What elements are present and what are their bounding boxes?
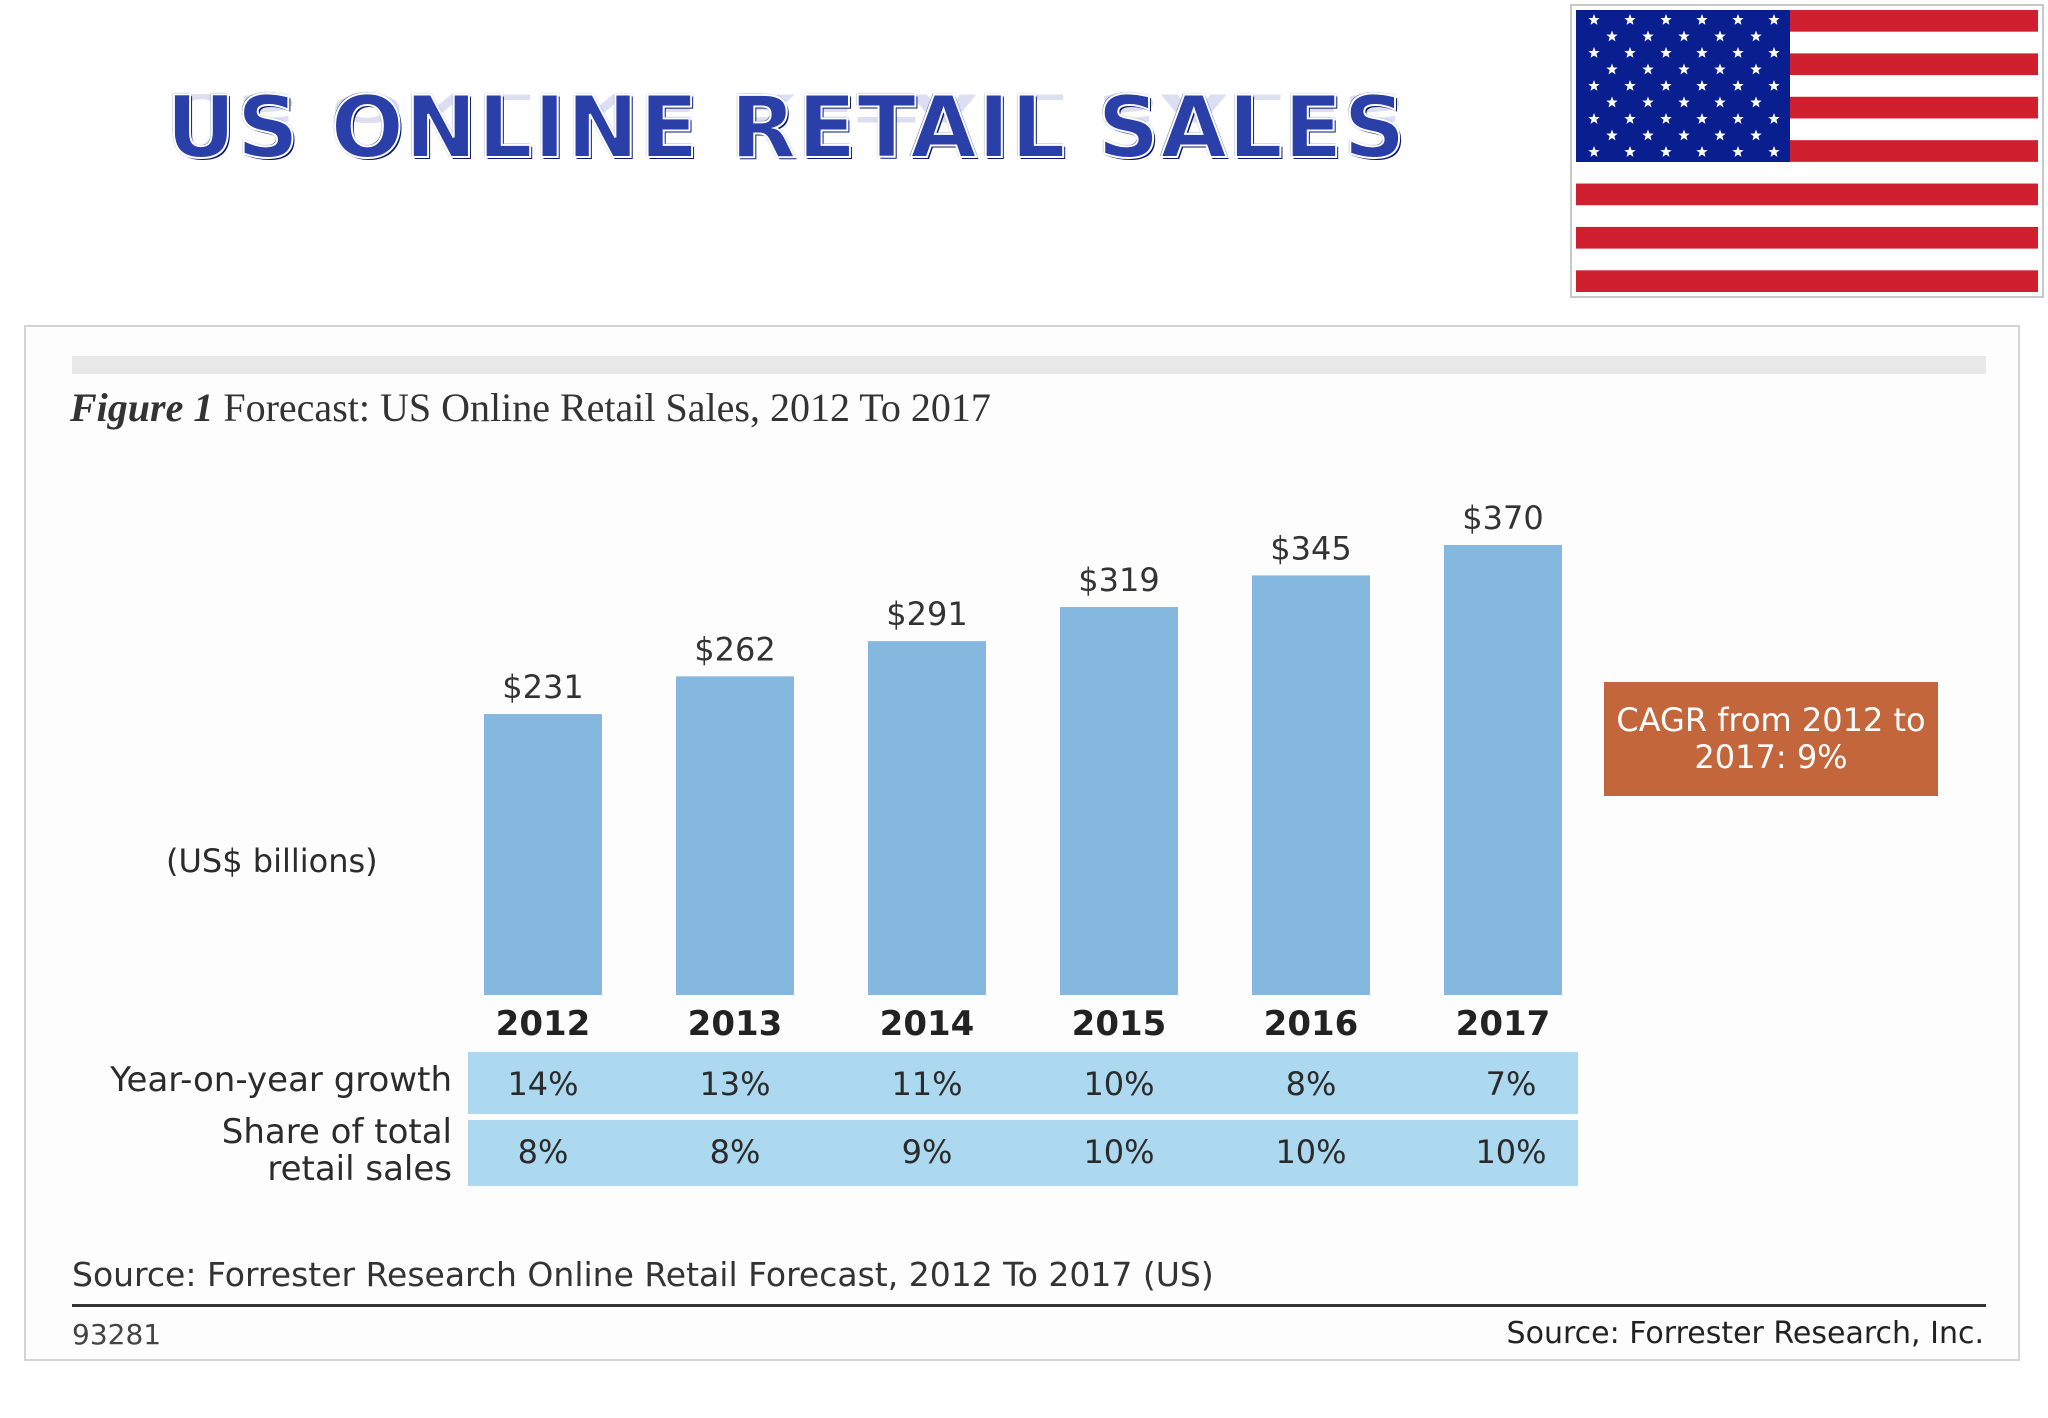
source-credit: Source: Forrester Research, Inc. [1506,1316,1984,1351]
table-cell-share-2013: 8% [710,1133,761,1171]
cagr-callout: CAGR from 2012 to 2017: 9% [1604,682,1938,796]
value-label-2012: $231 [502,668,583,706]
row-header-share-line-1: Share of total [221,1112,452,1152]
table-cell-growth-2014: 11% [891,1065,962,1103]
source-note: Source: Forrester Research Online Retail… [72,1255,1214,1294]
bar-2015 [1060,607,1178,995]
figure-id: 93281 [72,1318,162,1351]
bar-2014 [868,641,986,995]
table-cell-share-2015: 10% [1083,1133,1154,1171]
table-row-band-1 [468,1052,1578,1114]
bar-2013 [676,676,794,995]
figure-bottom-rule [72,1304,1986,1307]
value-label-2017: $370 [1462,499,1543,537]
x-tick-label-2017: 2017 [1456,1004,1551,1044]
table-cell-share-2017: 10% [1475,1133,1546,1171]
value-label-2014: $291 [886,595,967,633]
table-cell-growth-2017: 7% [1486,1065,1537,1103]
bar-2017 [1444,545,1562,995]
figure-number: Figure 1 [70,385,214,430]
x-tick-label-2016: 2016 [1264,1004,1359,1044]
table-cell-share-2016: 10% [1275,1133,1346,1171]
us-flag-icon [1570,4,2044,298]
figure-panel [24,325,2020,1361]
table-row-band-2 [468,1120,1578,1186]
figure-title-text: Forecast: US Online Retail Sales, 2012 T… [223,385,991,430]
row-header-share-line-2: retail sales [267,1149,452,1189]
x-tick-label-2012: 2012 [496,1004,591,1044]
x-tick-label-2014: 2014 [880,1004,975,1044]
table-cell-share-2012: 8% [518,1133,569,1171]
page-title: US ONLINE RETAIL SALES [165,77,1407,179]
y-axis-unit-label: (US$ billions) [166,842,378,880]
table-cell-growth-2012: 14% [507,1065,578,1103]
value-label-2015: $319 [1078,561,1159,599]
value-label-2016: $345 [1270,529,1351,567]
x-tick-label-2013: 2013 [688,1004,783,1044]
value-label-2013: $262 [694,630,775,668]
row-header-share-of-retail: Share of total retail sales [222,1114,452,1188]
table-cell-growth-2016: 8% [1286,1065,1337,1103]
table-cell-growth-2015: 10% [1083,1065,1154,1103]
row-header-yoy-growth: Year-on-year growth [110,1060,452,1100]
x-tick-label-2015: 2015 [1072,1004,1167,1044]
figure-title: Figure 1 Forecast: US Online Retail Sale… [70,384,991,431]
bar-2012 [484,714,602,995]
figure-top-rule [72,356,1986,374]
bar-2016 [1252,575,1370,995]
table-cell-share-2014: 9% [902,1133,953,1171]
table-cell-growth-2013: 13% [699,1065,770,1103]
